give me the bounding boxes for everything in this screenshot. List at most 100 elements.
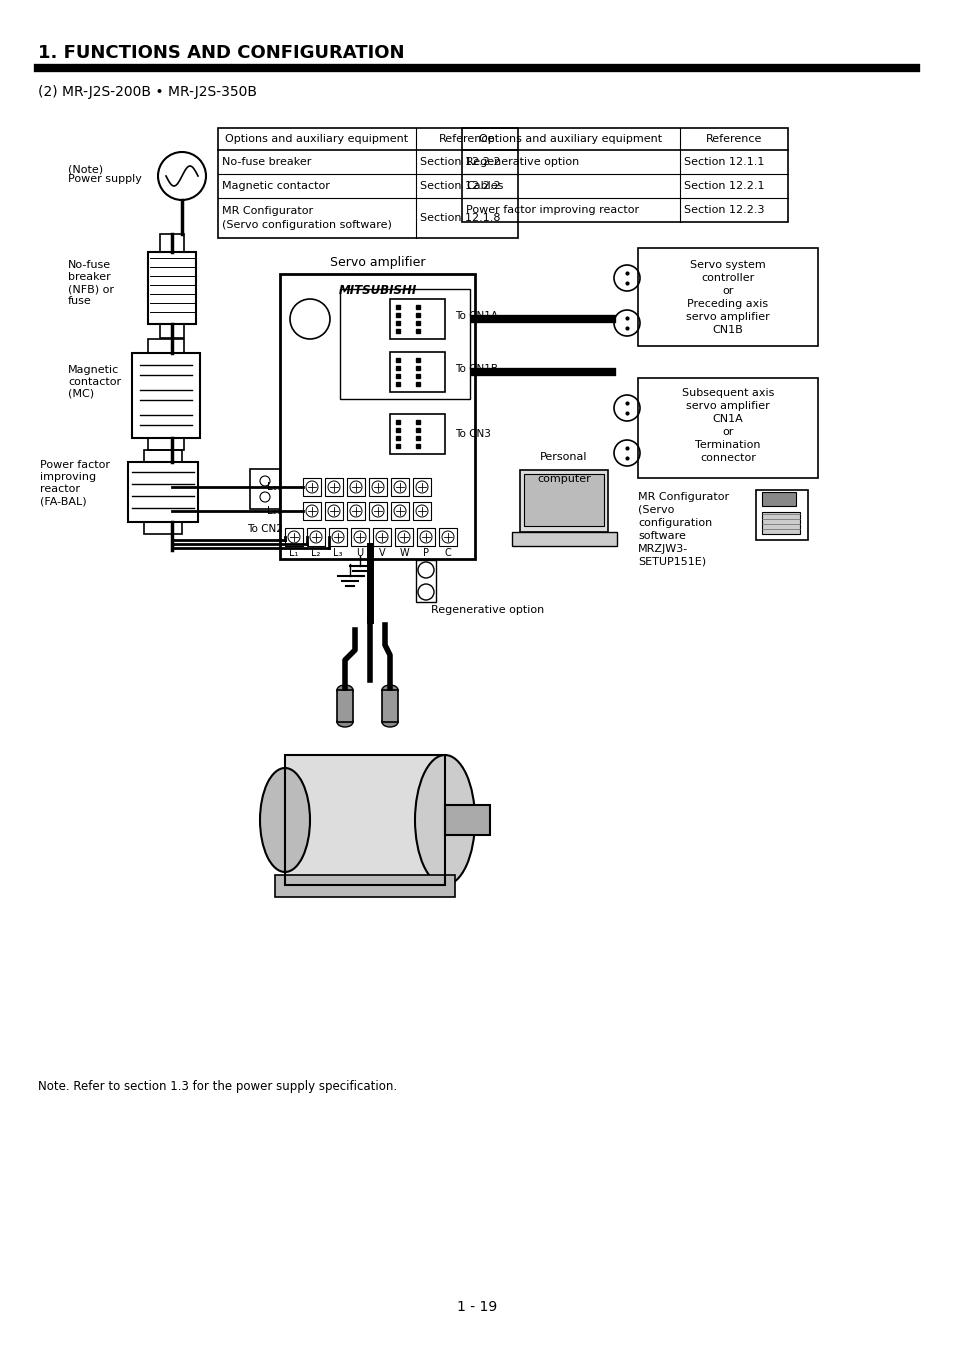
Text: To CN1A: To CN1A: [455, 310, 497, 321]
Bar: [285, 755, 444, 886]
Text: P: P: [422, 548, 429, 558]
Bar: [285, 528, 303, 545]
Text: Preceding axis: Preceding axis: [687, 298, 768, 309]
Bar: [347, 502, 365, 520]
Text: Power factor improving reactor: Power factor improving reactor: [465, 205, 639, 215]
Text: Note. Refer to section 1.3 for the power supply specification.: Note. Refer to section 1.3 for the power…: [38, 1080, 396, 1094]
Text: servo amplifier: servo amplifier: [685, 401, 769, 410]
Bar: [250, 468, 280, 509]
Ellipse shape: [381, 684, 397, 695]
Bar: [303, 502, 320, 520]
Bar: [285, 755, 444, 886]
Text: Reference: Reference: [705, 134, 761, 144]
Text: To CN2: To CN2: [247, 524, 283, 535]
Text: (FA-BAL): (FA-BAL): [40, 495, 87, 506]
Text: No-fuse breaker: No-fuse breaker: [222, 157, 311, 167]
Bar: [638, 378, 817, 478]
Text: Power supply: Power supply: [68, 174, 142, 184]
Text: L₁: L₁: [289, 548, 298, 558]
Ellipse shape: [260, 768, 310, 872]
Text: W: W: [398, 548, 409, 558]
Bar: [148, 437, 184, 450]
Text: No-fuse: No-fuse: [68, 261, 111, 270]
Text: Subsequent axis: Subsequent axis: [681, 387, 774, 398]
Bar: [369, 478, 387, 495]
Text: SETUP151E): SETUP151E): [638, 558, 705, 567]
Bar: [523, 474, 603, 526]
Bar: [347, 478, 365, 495]
Text: V: V: [378, 548, 385, 558]
Text: (Servo: (Servo: [638, 505, 674, 514]
Text: software: software: [638, 531, 685, 541]
Bar: [369, 502, 387, 520]
Text: reactor: reactor: [40, 485, 80, 494]
Bar: [416, 528, 435, 545]
Text: CN1B: CN1B: [712, 325, 742, 335]
Text: configuration: configuration: [638, 518, 712, 528]
Bar: [413, 478, 431, 495]
Bar: [280, 274, 475, 559]
Bar: [390, 352, 444, 392]
Bar: [416, 560, 436, 602]
Text: Cables: Cables: [465, 181, 503, 190]
Text: (Servo configuration software): (Servo configuration software): [222, 220, 392, 230]
Text: Section 12.2.2: Section 12.2.2: [419, 157, 500, 167]
Text: C: C: [444, 548, 451, 558]
Text: Section 12.1.8: Section 12.1.8: [419, 213, 500, 223]
Ellipse shape: [415, 755, 475, 886]
Bar: [413, 502, 431, 520]
Text: computer: computer: [537, 474, 590, 485]
Bar: [274, 875, 455, 896]
Text: Reference: Reference: [438, 134, 495, 144]
Bar: [391, 502, 409, 520]
Text: Power factor: Power factor: [40, 460, 110, 470]
Text: fuse: fuse: [68, 296, 91, 306]
Text: Section 12.2.3: Section 12.2.3: [683, 205, 763, 215]
Bar: [144, 450, 182, 462]
Text: Servo system: Servo system: [689, 261, 765, 270]
Bar: [144, 522, 182, 535]
Bar: [132, 352, 200, 437]
Text: (MC): (MC): [68, 389, 94, 400]
Bar: [444, 805, 490, 836]
Ellipse shape: [336, 717, 353, 728]
Bar: [390, 298, 444, 339]
Bar: [325, 502, 343, 520]
Text: 1. FUNCTIONS AND CONFIGURATION: 1. FUNCTIONS AND CONFIGURATION: [38, 45, 404, 62]
Text: improving: improving: [40, 472, 96, 482]
Text: To CN3: To CN3: [455, 429, 491, 439]
Bar: [339, 289, 470, 400]
Text: (NFB) or: (NFB) or: [68, 284, 113, 294]
Text: Magnetic: Magnetic: [68, 364, 119, 375]
Bar: [325, 478, 343, 495]
Text: or: or: [721, 427, 733, 437]
Bar: [303, 478, 320, 495]
Bar: [381, 690, 397, 722]
Text: CN1A: CN1A: [712, 414, 742, 424]
Bar: [285, 755, 444, 886]
Bar: [761, 512, 800, 535]
Bar: [512, 532, 617, 545]
Bar: [148, 339, 184, 352]
Text: Termination: Termination: [695, 440, 760, 450]
Text: Section 12.2.1: Section 12.2.1: [683, 181, 763, 190]
Text: Options and auxiliary equipment: Options and auxiliary equipment: [479, 134, 662, 144]
Text: Regenerative option: Regenerative option: [465, 157, 578, 167]
Text: L₃: L₃: [333, 548, 342, 558]
Bar: [329, 528, 347, 545]
Bar: [373, 528, 391, 545]
Text: L₂₁: L₂₁: [267, 506, 281, 516]
Bar: [461, 128, 787, 221]
Text: contactor: contactor: [68, 377, 121, 387]
Text: To CN1B: To CN1B: [455, 364, 497, 374]
Text: MITSUBISHI: MITSUBISHI: [338, 284, 416, 297]
Text: (2) MR-J2S-200B • MR-J2S-350B: (2) MR-J2S-200B • MR-J2S-350B: [38, 85, 256, 99]
Text: MRZJW3-: MRZJW3-: [638, 544, 687, 554]
Text: L₂: L₂: [311, 548, 320, 558]
Text: breaker: breaker: [68, 271, 111, 282]
Text: Section 12.1.1: Section 12.1.1: [683, 157, 763, 167]
Text: L₁₁: L₁₁: [267, 482, 281, 491]
Ellipse shape: [381, 717, 397, 728]
Text: MR Configurator: MR Configurator: [222, 207, 313, 216]
Bar: [160, 234, 184, 252]
